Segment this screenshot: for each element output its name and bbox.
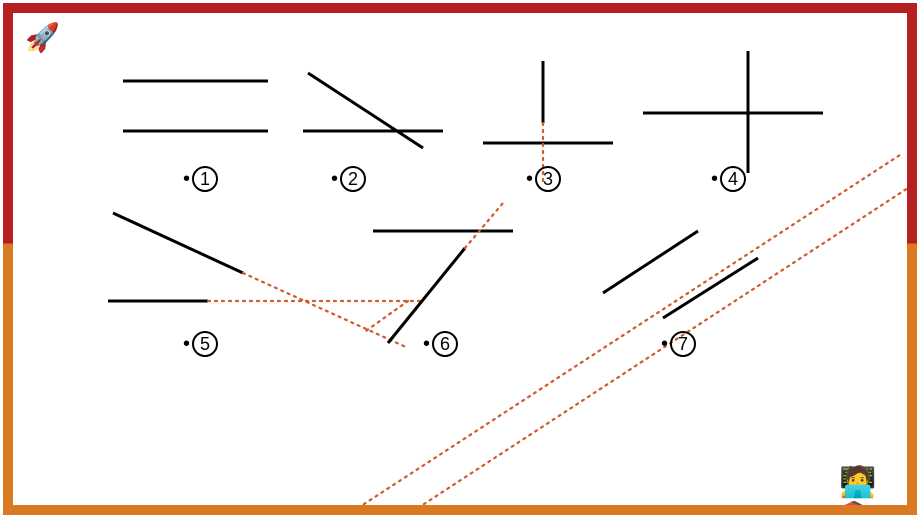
figure-5-line: [113, 213, 243, 273]
bullet-icon: •: [661, 334, 668, 354]
slide-frame: 🚀 🧑‍💻📚 •1•2•3•4•5•6•7: [0, 0, 920, 518]
diagram-svg: [13, 13, 907, 505]
bullet-icon: •: [183, 334, 190, 354]
figure-7-line: [603, 231, 698, 293]
figure-6-line: [465, 203, 503, 248]
bullet-icon: •: [526, 169, 533, 189]
circled-number: 1: [192, 166, 218, 192]
circled-number: 4: [720, 166, 746, 192]
figure-7-line: [358, 153, 903, 505]
bullet-icon: •: [183, 169, 190, 189]
figure-2-line: [308, 73, 423, 148]
figure-label-4: •4: [711, 166, 746, 192]
figure-5-line: [243, 273, 408, 348]
figure-6-line: [388, 248, 465, 343]
figure-label-3: •3: [526, 166, 561, 192]
figure-label-5: •5: [183, 331, 218, 357]
circled-number: 5: [192, 331, 218, 357]
figure-label-2: •2: [331, 166, 366, 192]
figure-label-6: •6: [423, 331, 458, 357]
figure-label-7: •7: [661, 331, 696, 357]
frame-border-bottom: [3, 505, 917, 515]
circled-number: 3: [535, 166, 561, 192]
frame-border-top: [3, 3, 917, 13]
circled-number: 6: [432, 331, 458, 357]
figure-label-1: •1: [183, 166, 218, 192]
bullet-icon: •: [423, 334, 430, 354]
bullet-icon: •: [711, 169, 718, 189]
diagram-canvas: 🚀 🧑‍💻📚 •1•2•3•4•5•6•7: [13, 13, 907, 505]
frame-border-left: [3, 3, 13, 515]
circled-number: 2: [340, 166, 366, 192]
figure-7-line: [663, 258, 758, 318]
frame-border-right: [907, 3, 917, 515]
circled-number: 7: [670, 331, 696, 357]
bullet-icon: •: [331, 169, 338, 189]
